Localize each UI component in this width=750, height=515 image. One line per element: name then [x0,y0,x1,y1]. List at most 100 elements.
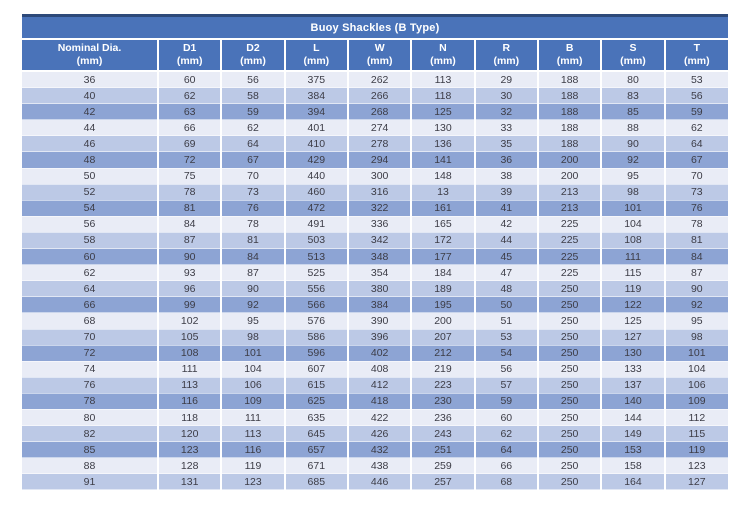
table-cell: 90 [220,280,285,298]
table-cell: 59 [663,103,728,121]
table-cell: 78 [22,393,158,410]
table-cell: 105 [156,329,222,346]
table-cell: 250 [536,312,602,330]
table-cell: 66 [473,457,538,475]
table-cell: 251 [410,441,475,459]
column-header: S (mm) [600,39,665,72]
table-cell: 75 [156,168,222,185]
table-cell: 72 [22,345,158,362]
table-cell: 69 [156,135,222,153]
table-cell: 51 [473,312,538,330]
table-cell: 213 [536,200,602,217]
table-cell: 250 [536,393,602,410]
table-cell: 460 [283,184,348,201]
table-cell: 402 [346,345,412,362]
table-cell: 188 [536,119,602,137]
column-label: T [693,41,701,54]
table-cell: 96 [156,280,222,298]
table-cell: 422 [346,409,412,427]
table-cell: 40 [22,87,158,105]
table-cell: 408 [346,361,412,378]
table-cell: 57 [473,377,538,394]
table-cell: 586 [283,329,348,346]
table-cell: 635 [283,409,348,427]
table-cell: 64 [220,135,285,153]
table-cell: 556 [283,280,348,298]
table-row: 91 131 123 685 446 257 68 250 164 127 [22,473,728,491]
table-cell: 35 [473,135,538,153]
table-cell: 115 [600,264,665,282]
table-cell: 62 [663,119,728,137]
table-cell: 130 [410,119,475,137]
column-label: Nominal Dia. [57,41,122,54]
table-cell: 153 [600,441,665,459]
table-cell: 93 [156,264,222,282]
table-cell: 200 [536,151,602,169]
table-cell: 396 [346,329,412,346]
table-cell: 119 [663,441,728,459]
column-unit: (mm) [240,55,266,67]
table-cell: 125 [410,103,475,121]
table-cell: 133 [600,361,665,378]
table-cell: 250 [536,345,602,362]
column-header: T (mm) [663,39,728,72]
table-cell: 123 [663,457,728,475]
table-cell: 76 [663,200,728,217]
table-cell: 384 [346,296,412,314]
table-cell: 42 [473,216,538,233]
table-cell: 111 [600,248,665,266]
table-cell: 80 [22,409,158,427]
table-cell: 92 [220,296,285,314]
column-label: L [313,41,320,54]
table-cell: 98 [663,329,728,346]
table-cell: 213 [536,184,602,201]
table-cell: 48 [22,151,158,169]
column-label: N [439,41,447,54]
table-cell: 685 [283,473,348,491]
table-cell: 85 [22,441,158,459]
table-cell: 92 [663,296,728,314]
table-row: 36 60 56 375 262 113 29 188 80 53 [22,71,728,89]
table-cell: 401 [283,119,348,137]
table-cell: 394 [283,103,348,121]
table-cell: 384 [283,87,348,105]
table-cell: 375 [283,71,348,89]
column-unit: (mm) [683,55,710,67]
table-cell: 68 [22,312,158,330]
table-cell: 250 [536,409,602,427]
table-cell: 188 [536,103,602,121]
table-cell: 336 [346,216,412,233]
table-cell: 128 [156,457,222,475]
column-unit: (mm) [493,55,520,67]
table-cell: 432 [346,441,412,459]
table-cell: 440 [283,168,348,185]
table-cell: 645 [283,425,348,443]
table-cell: 172 [410,232,475,250]
table-cell: 113 [220,425,285,443]
table-cell: 207 [410,329,475,346]
table-cell: 60 [156,71,222,89]
table-cell: 82 [22,425,158,443]
table-row: 80 118 111 635 422 236 60 250 144 112 [22,409,728,427]
table-cell: 78 [156,184,222,201]
table-row: 44 66 62 401 274 130 33 188 88 62 [22,119,728,137]
table-cell: 56 [220,71,285,89]
table-cell: 219 [410,361,475,378]
table-cell: 250 [536,377,602,394]
table-cell: 250 [536,441,602,459]
table-cell: 118 [410,87,475,105]
table-cell: 615 [283,377,348,394]
table-cell: 322 [346,200,412,217]
table-cell: 120 [156,425,222,443]
table-cell: 48 [473,280,538,298]
table-cell: 418 [346,393,412,410]
column-header: N (mm) [410,39,475,72]
table-cell: 149 [600,425,665,443]
table-cell: 250 [536,473,602,491]
table-cell: 84 [220,248,285,266]
table-cell: 104 [600,216,665,233]
table-cell: 56 [663,87,728,105]
table-cell: 58 [22,232,158,250]
table-cell: 60 [22,248,158,266]
table-cell: 300 [346,168,412,185]
